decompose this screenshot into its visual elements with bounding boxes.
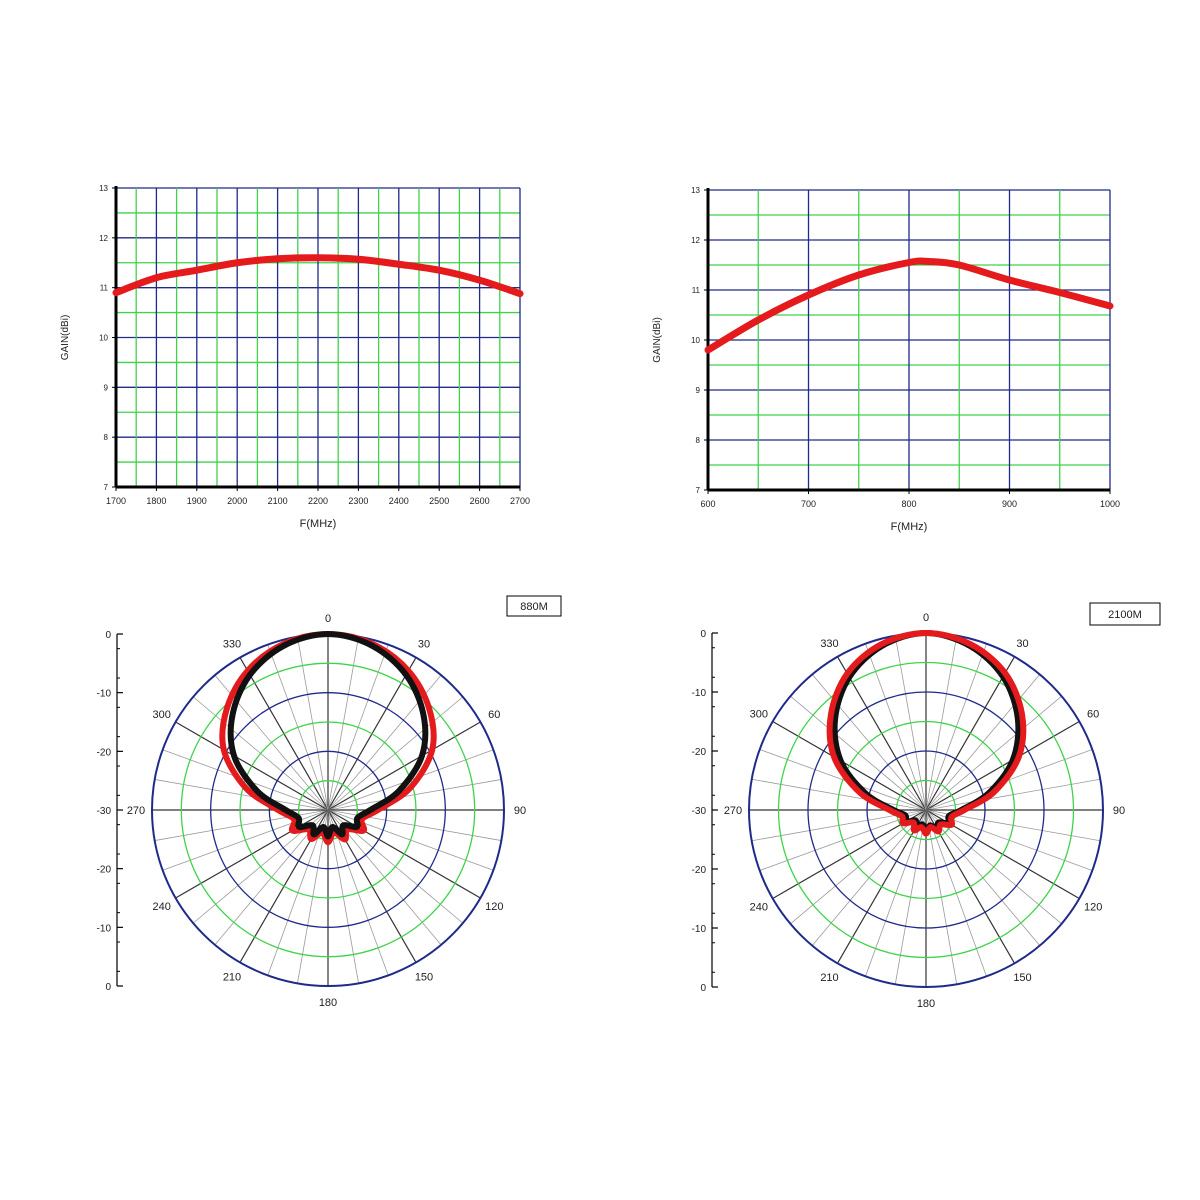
radial-tick-label: -20: [692, 747, 707, 758]
y-tick-label: 9: [104, 383, 109, 392]
gain-vs-frequency-chart-high-band: 7 8 9 10 11 12 13 1700 1800 1900 2000 2100 2200 2300 2…: [60, 184, 530, 530]
x-tick-label: 2600: [470, 496, 490, 506]
radial-tick-label: -10: [97, 923, 112, 934]
angle-label: 0: [923, 612, 929, 624]
angle-label: 240: [750, 902, 768, 914]
radial-tick-label: -20: [97, 747, 112, 758]
x-tick-label: 600: [700, 499, 715, 509]
polar-ring: [807, 691, 1045, 929]
pattern-series-line: [227, 631, 429, 840]
x-tick-label: 900: [1002, 499, 1017, 509]
x-tick-label: 2400: [389, 496, 409, 506]
x-tick-label: 2100: [268, 496, 288, 506]
angle-label: 330: [820, 638, 838, 650]
x-tick-label: 1000: [1100, 499, 1120, 509]
radial-tick-label: 0: [700, 629, 706, 640]
radial-tick-label: 0: [700, 983, 706, 994]
radiation-pattern-880m: 0 30 60 90 120 150 180 210 240 270 300 330 0 -10 -20 -3…: [97, 595, 562, 1009]
angle-label: 90: [1113, 805, 1125, 817]
y-tick-label: 12: [99, 234, 108, 243]
y-tick-label: 12: [691, 236, 700, 245]
angle-label: 0: [325, 613, 331, 625]
angle-label: 180: [319, 997, 337, 1009]
polar-ring: [836, 720, 1016, 900]
angle-label: 300: [750, 709, 768, 721]
pattern-series-line: [826, 630, 1027, 837]
radial-tick-label: -20: [692, 865, 707, 876]
angle-label: 270: [127, 805, 145, 817]
y-tick-label: 11: [100, 284, 109, 293]
angle-label: 60: [488, 709, 500, 721]
angle-label: 30: [418, 639, 430, 651]
x-tick-label: 1900: [187, 496, 207, 506]
angle-label: 120: [1084, 902, 1102, 914]
polar-ring: [239, 721, 417, 899]
y-tick-label: 8: [104, 433, 109, 442]
y-tick-label: 9: [696, 386, 701, 395]
x-tick-label: 2700: [510, 496, 530, 506]
polar-ring: [210, 692, 446, 928]
y-axis-title: GAIN(dBi): [652, 317, 663, 363]
angle-label: 210: [223, 971, 241, 983]
y-tick-label: 10: [99, 334, 108, 343]
y-tick-label: 10: [691, 336, 700, 345]
y-axis-title: GAIN(dBi): [60, 315, 71, 361]
pattern-series-line: [219, 631, 437, 846]
angle-label: 330: [223, 639, 241, 651]
legend-label: 2100M: [1108, 609, 1142, 621]
polar-ring: [268, 750, 388, 870]
x-axis-title: F(MHz): [891, 521, 928, 533]
radial-tick-label: -10: [692, 688, 707, 699]
angle-label: 240: [153, 901, 171, 913]
angle-label: 300: [153, 709, 171, 721]
radial-tick-label: 0: [105, 982, 111, 993]
radial-tick-label: -10: [692, 924, 707, 935]
y-tick-label: 11: [692, 286, 701, 295]
polar-ring: [777, 661, 1075, 959]
x-tick-label: 1800: [146, 496, 166, 506]
angle-label: 210: [820, 972, 838, 984]
angle-label: 150: [415, 971, 433, 983]
radial-tick-label: -20: [97, 865, 112, 876]
x-tick-label: 2300: [348, 496, 368, 506]
radial-tick-label: -30: [692, 806, 707, 817]
angle-label: 30: [1016, 638, 1028, 650]
y-tick-label: 13: [691, 186, 700, 195]
x-tick-label: 2500: [429, 496, 449, 506]
angle-label: 270: [724, 805, 742, 817]
polar-ring: [866, 750, 986, 870]
gain-series-line: [112, 254, 524, 298]
legend-label: 880M: [520, 601, 548, 613]
y-tick-label: 7: [696, 486, 701, 495]
x-tick-label: 1700: [106, 496, 126, 506]
radial-tick-label: 0: [105, 630, 111, 641]
x-tick-label: 2200: [308, 496, 328, 506]
y-tick-label: 8: [696, 436, 701, 445]
angle-label: 180: [917, 998, 935, 1010]
angle-label: 90: [514, 805, 526, 817]
legend-box: [506, 595, 562, 617]
y-tick-label: 13: [99, 184, 108, 193]
legend-box: [1089, 602, 1161, 626]
gain-series-line: [704, 257, 1114, 354]
angle-label: 60: [1087, 709, 1099, 721]
x-tick-label: 700: [801, 499, 816, 509]
x-tick-label: 2000: [227, 496, 247, 506]
angle-label: 120: [485, 901, 503, 913]
y-tick-label: 7: [104, 483, 109, 492]
angle-label: 150: [1013, 972, 1031, 984]
x-axis-title: F(MHz): [300, 518, 337, 530]
polar-ring: [180, 662, 476, 958]
radial-tick-label: -10: [97, 689, 112, 700]
radiation-pattern-2100m: 0 30 60 90 120 150 180 210 240 270 300 330 0 -10 -20 -3…: [692, 602, 1161, 1010]
gain-vs-frequency-chart-low-band: 7 8 9 10 11 12 13 600 700 800 900 1000 F(MHz) GAIN(dB…: [652, 186, 1120, 533]
radial-tick-label: -30: [97, 806, 112, 817]
x-tick-label: 800: [901, 499, 916, 509]
